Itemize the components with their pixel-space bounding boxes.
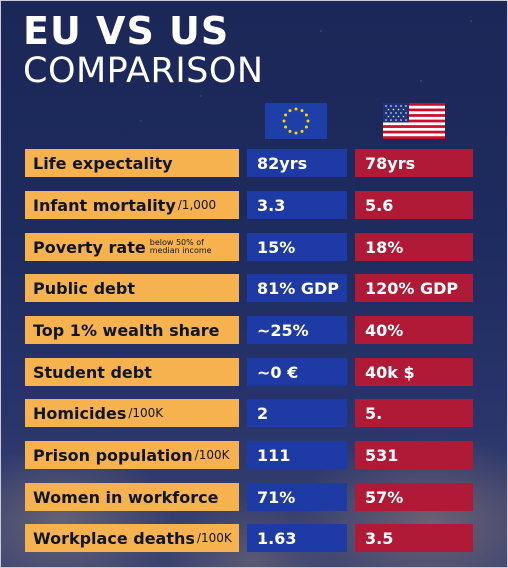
us-value: 5. [365, 403, 383, 423]
title-line-2: COMPARISON [23, 51, 264, 91]
eu-value: 1.63 [257, 528, 297, 548]
eu-value: 81% GDP [257, 278, 340, 298]
label-text: Women in workforce [33, 487, 219, 507]
us-value-cell: 5.6 [355, 191, 473, 219]
row-label: Top 1% wealth share [25, 316, 239, 344]
label-unit: /100K [128, 406, 164, 420]
row-label: Poverty rate below 50% of median income [25, 233, 239, 261]
us-value: 3.5 [365, 528, 394, 548]
eu-value: 3.3 [257, 195, 286, 215]
row-label: Workplace deaths /100K [25, 524, 239, 552]
row-label: Life expectality [25, 149, 239, 177]
label-note-line-1: below 50% of [149, 238, 204, 247]
eu-value-cell: 71% [247, 483, 347, 511]
eu-value-cell: 82yrs [247, 149, 347, 177]
title-line-1: EU VS US [23, 9, 230, 53]
label-unit: /100K [194, 448, 230, 462]
us-value: 531 [365, 445, 399, 465]
table-row: Workplace deaths /100K 1.63 3.5 [1, 524, 507, 552]
label-text: Top 1% wealth share [33, 320, 220, 340]
label-note-line-2: median income [149, 246, 212, 255]
row-label: Infant mortality /1,000 [25, 191, 239, 219]
row-label: Public debt [25, 274, 239, 302]
us-value: 78yrs [365, 153, 416, 173]
us-value: 18% [365, 237, 404, 257]
eu-value-cell: 111 [247, 441, 347, 469]
row-label: Student debt [25, 358, 239, 386]
us-value: 40k $ [365, 362, 415, 382]
eu-value-cell: 2 [247, 399, 347, 427]
label-note: below 50% of median income [150, 239, 212, 255]
label-text: Public debt [33, 278, 135, 298]
us-value-cell: 78yrs [355, 149, 473, 177]
eu-value: ~25% [257, 320, 309, 340]
eu-value-cell: 15% [247, 233, 347, 261]
eu-flag-icon [265, 103, 327, 139]
us-value-cell: 40% [355, 316, 473, 344]
us-value-cell: 3.5 [355, 524, 473, 552]
eu-value-cell: 81% GDP [247, 274, 347, 302]
us-value: 120% GDP [365, 278, 459, 298]
us-value-cell: 18% [355, 233, 473, 261]
table-row: Public debt 81% GDP 120% GDP [1, 274, 507, 302]
us-value: 40% [365, 320, 404, 340]
label-text: Student debt [33, 362, 152, 382]
eu-value: 111 [257, 445, 291, 465]
eu-value: 2 [257, 403, 269, 423]
eu-value-cell: 3.3 [247, 191, 347, 219]
eu-value-cell: 1.63 [247, 524, 347, 552]
eu-value-cell: ~25% [247, 316, 347, 344]
label-unit: /100K [196, 531, 232, 545]
label-text: Life expectality [33, 153, 173, 173]
eu-value: 71% [257, 487, 296, 507]
table-row: Infant mortality /1,000 3.3 5.6 [1, 191, 507, 219]
label-text: Infant mortality [33, 195, 176, 215]
table-row: Prison population /100K 111 531 [1, 441, 507, 469]
us-value: 57% [365, 487, 404, 507]
us-value-cell: 57% [355, 483, 473, 511]
table-row: Student debt ~0 € 40k $ [1, 358, 507, 386]
label-text: Prison population [33, 445, 193, 465]
row-label: Homicides /100K [25, 399, 239, 427]
label-text: Poverty rate [33, 237, 146, 257]
table-row: Women in workforce 71% 57% [1, 483, 507, 511]
us-value-cell: 531 [355, 441, 473, 469]
us-value-cell: 40k $ [355, 358, 473, 386]
table-row: Homicides /100K 2 5. [1, 399, 507, 427]
label-text: Workplace deaths [33, 528, 195, 548]
eu-value: 15% [257, 237, 296, 257]
us-value-cell: 5. [355, 399, 473, 427]
eu-value: ~0 € [257, 362, 299, 382]
us-value-cell: 120% GDP [355, 274, 473, 302]
label-text: Homicides [33, 403, 127, 423]
us-flag-icon [383, 103, 445, 139]
table-row: Life expectality 82yrs 78yrs [1, 149, 507, 177]
table-row: Top 1% wealth share ~25% 40% [1, 316, 507, 344]
row-label: Women in workforce [25, 483, 239, 511]
eu-value: 82yrs [257, 153, 308, 173]
table-row: Poverty rate below 50% of median income … [1, 233, 507, 261]
us-value: 5.6 [365, 195, 394, 215]
label-unit: /1,000 [177, 198, 217, 212]
row-label: Prison population /100K [25, 441, 239, 469]
eu-value-cell: ~0 € [247, 358, 347, 386]
